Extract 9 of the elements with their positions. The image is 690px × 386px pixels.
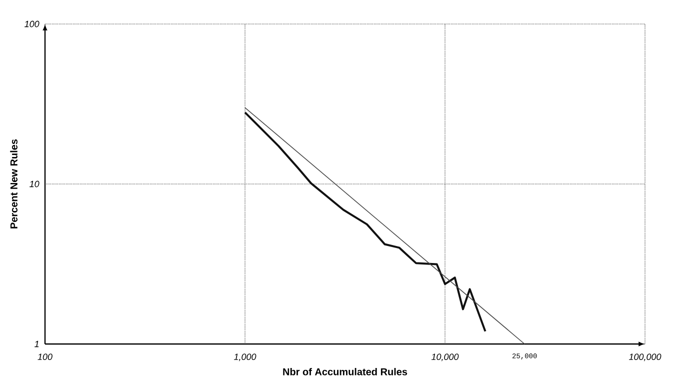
- y-tick-label: 100: [24, 20, 40, 28]
- y-axis-title: Percent New Rules: [10, 139, 18, 228]
- y-tick-label: 10: [30, 180, 40, 188]
- y-tick-label: 1: [34, 340, 39, 348]
- x-tick-label: 100,000: [628, 354, 662, 362]
- x-axis-title: Nbr of Accumulated Rules: [283, 368, 408, 376]
- x-tick-label: 100: [38, 354, 52, 360]
- x-tick-label: 1,000: [234, 354, 256, 362]
- x-tick-label: 10,000: [431, 354, 459, 362]
